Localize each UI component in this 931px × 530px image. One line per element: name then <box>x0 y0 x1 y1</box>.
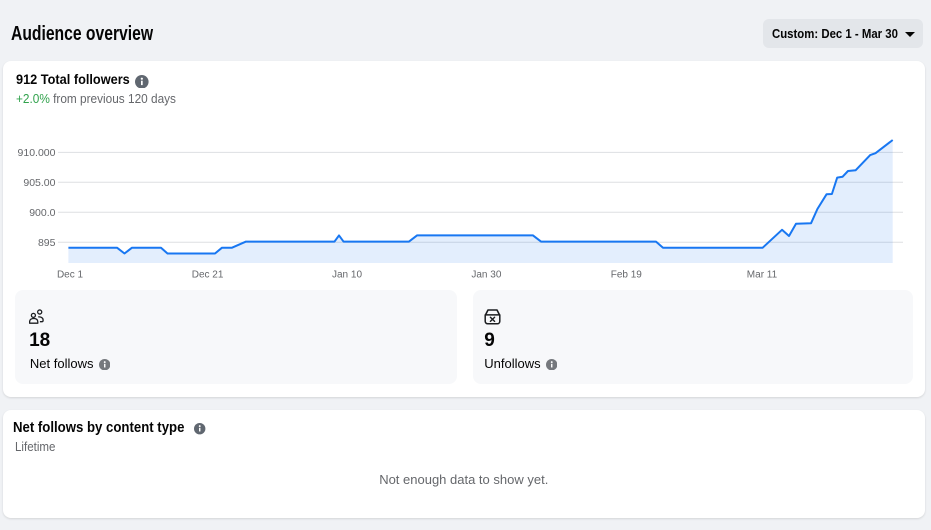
svg-text:900.0: 900.0 <box>29 207 55 219</box>
svg-text:Dec 1: Dec 1 <box>57 269 84 280</box>
svg-text:895: 895 <box>38 237 56 249</box>
svg-text:905.00: 905.00 <box>23 177 55 189</box>
svg-text:Dec 21: Dec 21 <box>192 269 224 280</box>
svg-text:Jan 10: Jan 10 <box>332 269 362 280</box>
svg-text:Feb 19: Feb 19 <box>611 269 643 280</box>
svg-text:Jan 30: Jan 30 <box>471 269 501 280</box>
svg-text:Mar 11: Mar 11 <box>747 269 778 280</box>
svg-text:910.000: 910.000 <box>18 147 56 159</box>
